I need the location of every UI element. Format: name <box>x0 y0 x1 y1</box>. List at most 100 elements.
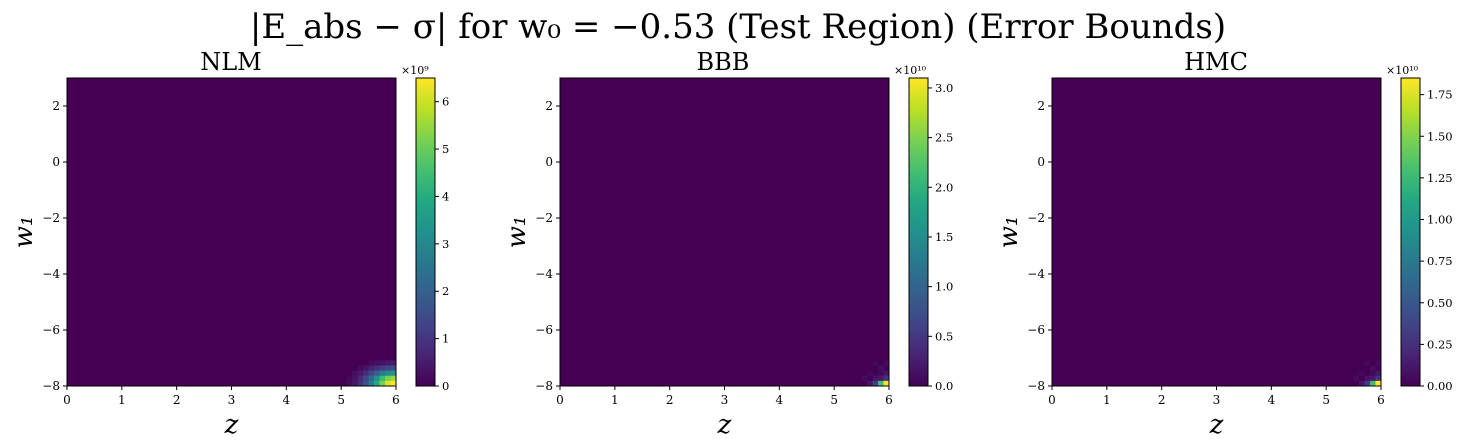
x-tick-label: 6 <box>885 393 893 407</box>
panel-nlm: NLM 0 1 2 3 4 5 6 −8 −6 −4 −2 0 2 z w₁ 0 1 2 3 4 5 6 ×10⁹ <box>9 48 449 440</box>
y-tick-label: −2 <box>1027 211 1045 225</box>
heatmap-cell <box>1375 360 1382 366</box>
heatmap-cell <box>390 365 397 371</box>
heatmap-cell <box>883 380 890 387</box>
x-tick-label: 3 <box>721 393 729 407</box>
heatmap-cell <box>379 370 386 377</box>
heatmap-cell <box>1375 380 1382 387</box>
heatmap-cell <box>390 360 397 366</box>
heatmap-background <box>560 78 889 386</box>
panel-bbb: BBB 0 1 2 3 4 5 6 −8 −6 −4 −2 0 2 z w₁ 0.0 0.5 1.0 1.5 2.0 2… <box>502 48 953 440</box>
y-tick-label: 0 <box>545 155 553 169</box>
heatmap-cell <box>363 365 369 371</box>
figure-title: |E_abs − σ| for w₀ = −0.53 (Test Region)… <box>250 7 1226 47</box>
heatmap-cell <box>878 370 884 377</box>
heatmap-cell <box>878 365 884 371</box>
y-tick-label: −4 <box>42 267 60 281</box>
colorbar-tick-label: 3 <box>442 237 449 251</box>
x-tick-label: 1 <box>118 393 126 407</box>
y-tick-label: −2 <box>42 211 60 225</box>
colorbar-tick-label: 0 <box>442 379 449 393</box>
x-tick-label: 1 <box>1103 393 1111 407</box>
panel-hmc: HMC 0 1 2 3 4 5 6 −8 −6 −4 −2 0 2 z w₁ 0.00 0.25 0.50 0.75… <box>994 48 1453 440</box>
heatmap-cell <box>379 375 386 382</box>
colorbar <box>1400 77 1421 387</box>
colorbar-tick-label: 2.0 <box>935 180 953 194</box>
heatmap-cell <box>878 380 884 387</box>
heatmap-cell <box>1364 375 1371 382</box>
heatmap-cells <box>861 360 890 387</box>
x-tick-label: 5 <box>1322 393 1330 407</box>
x-tick-label: 6 <box>1377 393 1385 407</box>
heatmap-cell <box>385 365 391 371</box>
colorbar-tick-label: 2 <box>442 284 449 298</box>
heatmap-cell <box>368 375 375 382</box>
heatmap-cell <box>352 380 359 387</box>
heatmap-cell <box>385 370 391 377</box>
x-tick-label: 4 <box>776 393 784 407</box>
colorbar-tick-label: 0.50 <box>1427 296 1453 310</box>
x-tick-label: 1 <box>611 393 619 407</box>
x-tick-label: 3 <box>228 393 236 407</box>
heatmap-cell <box>1353 375 1360 382</box>
x-axis-label: z <box>717 410 732 440</box>
colorbar-tick-label: 4 <box>442 189 449 203</box>
heatmap-cell <box>357 380 364 387</box>
colorbar-tick-label: 1.25 <box>1427 171 1453 185</box>
y-axis-label: w₁ <box>994 216 1024 249</box>
colorbar-tick-label: 1.0 <box>935 280 953 294</box>
x-tick-label: 0 <box>63 393 71 407</box>
heatmap-cell <box>390 380 397 387</box>
heatmap-cell <box>1370 380 1376 387</box>
heatmap-cells <box>1353 360 1382 387</box>
heatmap-cell <box>363 380 369 387</box>
heatmap-background <box>67 78 396 386</box>
heatmap-cell <box>1370 370 1376 377</box>
heatmap-cell <box>374 360 380 366</box>
colorbar-tick-label: 2.5 <box>935 131 953 145</box>
heatmap-cell <box>1359 380 1365 387</box>
heatmap-cell <box>1359 370 1365 377</box>
heatmap-cell <box>1364 380 1371 387</box>
x-tick-label: 5 <box>337 393 345 407</box>
colorbar-tick-label: 1.00 <box>1427 213 1453 227</box>
colorbar-tick-label: 0.0 <box>935 379 953 393</box>
heatmap-cell <box>352 375 359 382</box>
heatmap-cell <box>357 375 364 382</box>
colorbar-tick-label: 3.0 <box>935 81 953 95</box>
y-tick-label: 0 <box>1037 155 1045 169</box>
heatmap-cell <box>357 370 364 377</box>
colorbar <box>908 77 929 387</box>
y-axis-label: w₁ <box>9 216 39 249</box>
y-tick-label: 2 <box>1037 99 1045 113</box>
heatmap-cell <box>867 380 873 387</box>
heatmap-cell <box>379 365 386 371</box>
heatmap-cell <box>368 370 375 377</box>
heatmap-cell <box>1364 360 1371 366</box>
x-tick-label: 4 <box>283 393 291 407</box>
heatmap-cell <box>883 360 890 366</box>
y-tick-label: −8 <box>1027 379 1045 393</box>
y-tick-label: 0 <box>52 155 60 169</box>
heatmap-cell <box>872 360 879 366</box>
heatmap-cell <box>346 375 353 382</box>
y-tick-label: −8 <box>42 379 60 393</box>
y-tick-label: −2 <box>535 211 553 225</box>
panel-title: NLM <box>200 48 262 76</box>
panel-title: HMC <box>1184 48 1248 76</box>
colorbar-exponent: ×10⁹ <box>401 64 429 77</box>
heatmap-cell <box>390 370 397 377</box>
colorbar-tick-label: 1 <box>442 332 449 346</box>
heatmap-cell <box>861 375 868 382</box>
heatmap-cell <box>385 375 391 382</box>
x-tick-label: 0 <box>556 393 564 407</box>
y-tick-label: −6 <box>42 323 60 337</box>
colorbar-exponent: ×10¹⁰ <box>1386 64 1419 77</box>
colorbar-tick-label: 0.25 <box>1427 337 1453 351</box>
heatmap-cell <box>878 375 884 382</box>
heatmap-cell <box>352 370 359 377</box>
heatmap-background <box>1052 78 1381 386</box>
colorbar-tick-label: 0.5 <box>935 329 953 343</box>
heatmap-cell <box>374 370 380 377</box>
